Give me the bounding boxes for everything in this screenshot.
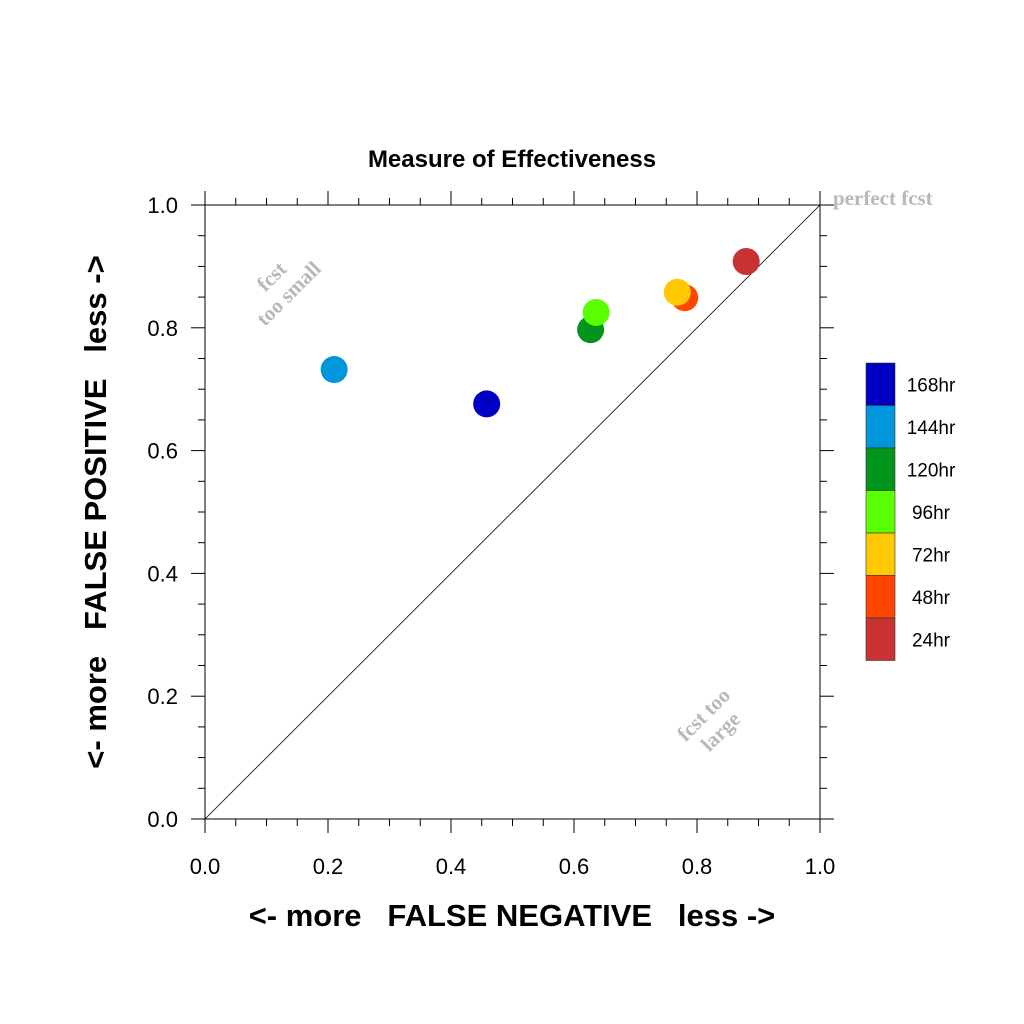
x-tick-label: 0.4 [436,854,467,879]
perfect-forecast-annotation: perfect fcst [833,186,933,210]
legend-label-144hr: 144hr [907,418,956,439]
y-tick-label: 0.8 [147,316,178,341]
legend-swatch-24hr [865,617,896,661]
legend-swatch-96hr [865,490,896,534]
x-tick-label: 0.2 [313,854,344,879]
perfect-forecast-diagonal [204,204,821,820]
point-168hr [473,390,501,418]
legend-label-96hr: 96hr [912,503,951,524]
point-24hr [732,247,760,275]
legend-swatch-120hr [865,447,896,491]
legend-label-120hr: 120hr [907,460,956,481]
legend-label-48hr: 48hr [912,588,951,609]
legend-swatch-72hr [865,532,896,576]
y-tick-label: 0.2 [147,684,178,709]
y-axis-label: <- more FALSE POSITIVE less -> [78,255,113,768]
point-144hr [320,356,348,384]
point-72hr [663,278,691,306]
y-tick-labels: 0.0 0.2 0.4 0.6 0.8 1.0 [147,193,178,832]
x-tick-labels: 0.0 0.2 0.4 0.6 0.8 1.0 [190,854,836,879]
x-tick-label: 0.8 [682,854,713,879]
x-tick-label: 1.0 [805,854,836,879]
y-tick-label: 0.4 [147,561,178,586]
data-points [320,247,760,418]
too-large-annotation: fcst too large [672,683,745,756]
x-axis-label: <- more FALSE NEGATIVE less -> [249,898,776,933]
x-tick-label: 0.6 [559,854,590,879]
legend-swatch-48hr [865,575,896,619]
legend: 168hr 144hr 120hr 96hr 72hr 48hr 24hr [865,362,956,661]
too-small-annotation: fcst too small [251,256,325,330]
y-tick-label: 1.0 [147,193,178,218]
x-tick-label: 0.0 [190,854,221,879]
legend-label-24hr: 24hr [912,630,951,651]
axis-ticks [191,191,834,833]
legend-label-72hr: 72hr [912,545,951,566]
legend-label-168hr: 168hr [907,375,956,396]
y-tick-label: 0.0 [147,807,178,832]
point-96hr [582,298,610,326]
y-tick-label: 0.6 [147,439,178,464]
legend-swatch-168hr [865,362,896,406]
chart-title: Measure of Effectiveness [368,146,656,173]
legend-swatch-144hr [865,405,896,449]
